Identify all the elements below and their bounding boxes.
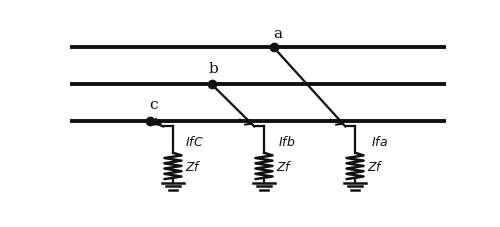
Text: $Zf$: $Zf$ — [184, 159, 202, 173]
Text: $Zf$: $Zf$ — [366, 159, 384, 173]
Text: c: c — [150, 97, 158, 111]
Text: b: b — [209, 62, 218, 76]
Text: $Ifb$: $Ifb$ — [278, 135, 295, 149]
Text: $Ifa$: $Ifa$ — [370, 135, 388, 149]
Text: $Zf$: $Zf$ — [276, 159, 292, 173]
Text: a: a — [273, 26, 282, 40]
Text: $IfC$: $IfC$ — [184, 135, 204, 149]
